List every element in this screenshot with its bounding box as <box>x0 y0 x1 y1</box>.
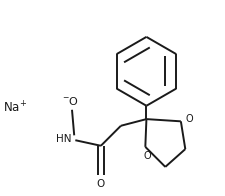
Text: O: O <box>143 151 151 161</box>
Text: HN: HN <box>56 134 72 144</box>
Text: $^{-}$O: $^{-}$O <box>62 95 79 107</box>
Text: O: O <box>185 114 192 124</box>
Text: O: O <box>96 179 105 189</box>
Text: Na$^{+}$: Na$^{+}$ <box>3 100 27 116</box>
